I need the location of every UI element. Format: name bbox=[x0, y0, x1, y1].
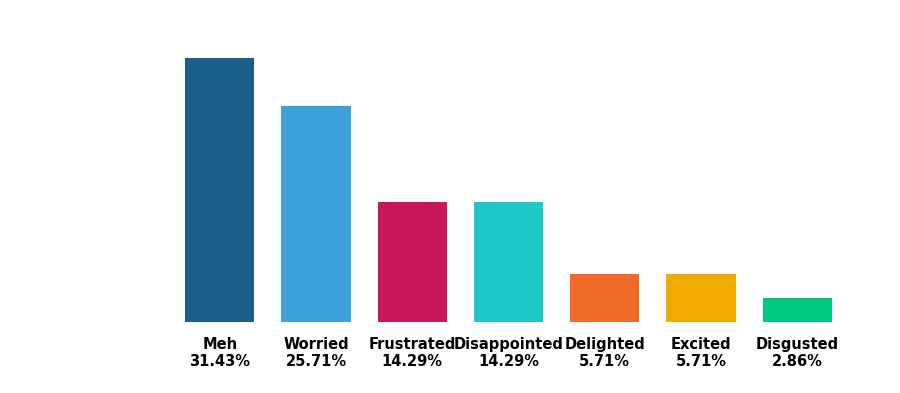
Text: Delighted: Delighted bbox=[564, 337, 645, 353]
Text: Worried: Worried bbox=[284, 337, 349, 353]
Text: 2.86%: 2.86% bbox=[772, 354, 823, 369]
Text: 25.71%: 25.71% bbox=[285, 354, 346, 369]
Bar bbox=[666, 274, 735, 322]
Text: Excited: Excited bbox=[670, 337, 732, 353]
Bar bbox=[185, 58, 255, 322]
Bar bbox=[762, 298, 832, 322]
Text: 14.29%: 14.29% bbox=[478, 354, 539, 369]
Bar bbox=[282, 106, 351, 322]
Text: Disappointed: Disappointed bbox=[454, 337, 563, 353]
Text: Disgusted: Disgusted bbox=[756, 337, 839, 353]
Text: 5.71%: 5.71% bbox=[580, 354, 630, 369]
Bar bbox=[474, 202, 544, 322]
Text: 14.29%: 14.29% bbox=[382, 354, 443, 369]
Bar bbox=[570, 274, 639, 322]
Text: Meh: Meh bbox=[202, 337, 238, 353]
Text: 5.71%: 5.71% bbox=[676, 354, 726, 369]
Text: 31.43%: 31.43% bbox=[189, 354, 250, 369]
Text: Frustrated: Frustrated bbox=[369, 337, 456, 353]
Bar bbox=[378, 202, 447, 322]
